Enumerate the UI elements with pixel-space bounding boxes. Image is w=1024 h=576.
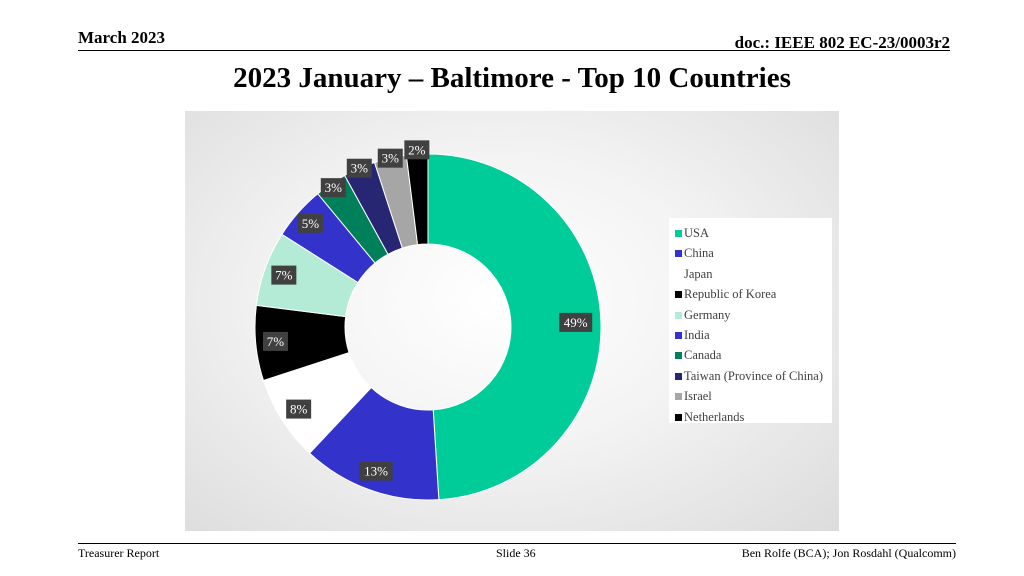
donut-chart-svg: 49% 13% 8% 7% 7% 5% 3% 3% 3% 2% bbox=[254, 140, 602, 501]
header-divider bbox=[78, 50, 950, 51]
data-label-box bbox=[320, 178, 346, 198]
data-label: 49% bbox=[559, 312, 593, 332]
chart-legend: USA China Japan Republic of Korea Germany Ind… bbox=[669, 218, 832, 424]
data-label-text: 2% bbox=[408, 142, 426, 157]
legend-swatch bbox=[675, 311, 682, 319]
legend-label: India bbox=[684, 328, 710, 342]
legend-label: USA bbox=[684, 226, 710, 240]
data-label-text: 3% bbox=[382, 151, 400, 166]
legend-swatch bbox=[675, 393, 682, 401]
data-label: 7% bbox=[271, 265, 297, 285]
legend-swatch bbox=[675, 352, 682, 360]
data-label-text: 7% bbox=[275, 268, 293, 283]
legend-swatch bbox=[675, 230, 682, 237]
footer-divider bbox=[78, 543, 956, 544]
data-label: 2% bbox=[404, 140, 430, 160]
data-label-box bbox=[271, 265, 297, 285]
legend-swatch bbox=[675, 291, 682, 299]
data-label-text: 8% bbox=[290, 402, 308, 417]
data-label-text: 5% bbox=[302, 216, 320, 231]
slice-usa bbox=[427, 153, 602, 501]
data-label-box bbox=[297, 213, 323, 233]
data-label-text: 13% bbox=[364, 464, 388, 479]
data-label-box bbox=[377, 148, 403, 168]
footer-left: Treasurer Report bbox=[78, 546, 160, 560]
data-label: 3% bbox=[377, 148, 403, 168]
data-label: 7% bbox=[262, 331, 288, 351]
slide-title: 2023 January – Baltimore - Top 10 Countr… bbox=[233, 62, 791, 94]
data-label-box bbox=[359, 461, 393, 481]
data-label: 3% bbox=[320, 178, 346, 198]
data-label-box bbox=[559, 312, 593, 332]
legend-label: Taiwan (Province of China) bbox=[684, 368, 824, 383]
legend-swatch bbox=[675, 332, 682, 339]
legend-swatch bbox=[675, 413, 682, 421]
header-date: March 2023 bbox=[78, 28, 166, 47]
data-label-box bbox=[286, 399, 312, 419]
header-doc-id: doc.: IEEE 802 EC-23/0003r2 bbox=[734, 33, 950, 52]
data-label-box bbox=[404, 140, 430, 160]
data-label-text: 3% bbox=[325, 180, 343, 195]
footer-slide-number: Slide 36 bbox=[496, 546, 536, 560]
data-label: 3% bbox=[346, 158, 372, 178]
legend-label: Israel bbox=[684, 389, 712, 404]
legend-swatch bbox=[675, 270, 682, 278]
data-label-box bbox=[262, 331, 288, 351]
footer-authors: Ben Rolfe (BCA); Jon Rosdahl (Qualcomm) bbox=[741, 546, 956, 560]
legend-label: China bbox=[684, 246, 714, 261]
legend-label: Republic of Korea bbox=[684, 287, 777, 302]
data-label: 13% bbox=[359, 461, 393, 481]
legend-swatch bbox=[675, 372, 682, 380]
donut-chart: 49% 13% 8% 7% 7% 5% 3% 3% 3% 2% USA China Japan Repu… bbox=[185, 111, 839, 531]
legend-label: Netherlands bbox=[684, 409, 745, 424]
legend-label: Canada bbox=[684, 348, 722, 363]
legend-label: Germany bbox=[684, 307, 731, 322]
data-label: 8% bbox=[286, 399, 312, 419]
data-label: 5% bbox=[297, 213, 323, 233]
data-label-text: 7% bbox=[267, 334, 285, 349]
legend-label: Japan bbox=[684, 266, 713, 281]
data-label-text: 3% bbox=[351, 161, 369, 176]
data-label-box bbox=[346, 158, 372, 178]
legend-swatch bbox=[675, 250, 682, 258]
data-label-text: 49% bbox=[564, 315, 588, 330]
